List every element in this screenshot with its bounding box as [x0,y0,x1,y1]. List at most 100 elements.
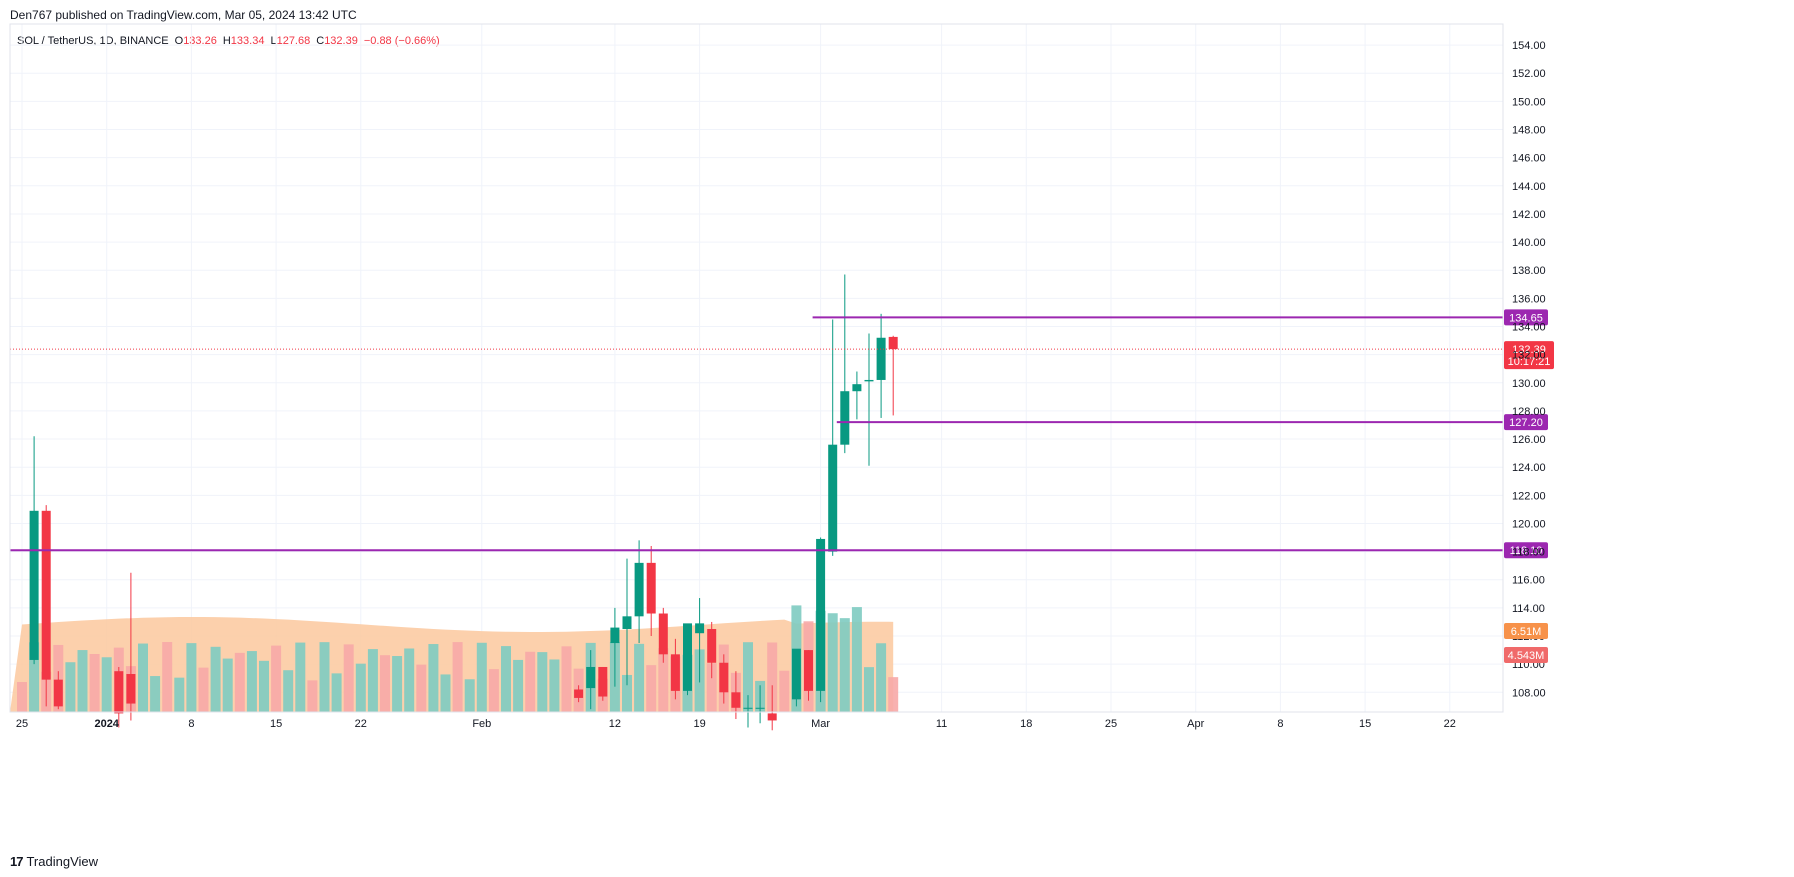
volume-bar [77,650,88,712]
volume-bar [89,654,100,712]
volume-last-tag-bg [1504,647,1548,663]
candle-body [791,648,801,700]
volume-bar [658,648,669,712]
x-tick-label: 19 [693,718,705,730]
last-price-tag [1504,341,1554,370]
level-label-bg [1504,542,1548,559]
volume-bar [259,660,269,712]
candle-body [53,679,63,707]
legend-high: 133.34 [230,35,265,47]
x-tick-label: 18 [1020,718,1032,730]
footer: 17 TradingView [10,852,98,870]
y-tick-label: 146.00 [1512,153,1546,165]
volume-bar [767,642,778,712]
volume-bar [29,642,40,712]
candle-body [695,623,705,634]
legend-low-label: L [270,35,277,47]
y-tick-label: 116.00 [1512,575,1545,587]
volume-bar [186,643,197,712]
volume-bar [440,674,451,712]
y-tick-label: 134.00 [1512,321,1546,333]
x-tick-label: 22 [1444,718,1456,730]
level-label: 127.20 [1509,417,1543,429]
x-tick-label: 8 [188,718,194,730]
grid-lines [10,24,1503,712]
candle-body [586,666,596,689]
y-tick-label: 144.00 [1512,181,1546,193]
candle-body [658,613,668,655]
x-tick-label: 2024 [94,718,119,730]
volume-bar [283,670,294,712]
volume-bar [307,680,318,712]
volume-ma-tag-bg [1504,623,1548,639]
candle-body [610,627,620,644]
candle-body [864,379,874,382]
volume-bar [464,679,475,712]
volume-bar [319,642,330,712]
volume-bar [561,646,572,712]
candle-body [683,623,692,691]
candle-body [828,444,838,552]
last-price-label: 132.39 [1512,344,1546,356]
candle-body [876,337,886,380]
y-tick-label: 142.00 [1512,209,1546,221]
tradingview-logo-icon: 17 [10,853,24,869]
y-tick-label: 150.00 [1512,96,1546,108]
volume-last-tag: 4.543M [1508,650,1545,662]
candle-body [646,562,656,614]
y-tick-label: 108.00 [1512,687,1546,699]
y-tick-label: 132.00 [1512,350,1546,362]
footer-brand: TradingView [26,853,99,869]
volume-bar [488,669,499,712]
candle-body [126,674,136,704]
level-label-bg [1504,414,1548,431]
candle-body [634,562,644,617]
x-tick-label: 22 [355,718,367,730]
candle-body [114,671,124,714]
volume-bar [404,648,415,712]
volume-bar [295,642,306,712]
publisher-line: Den767 published on TradingView.com, Mar… [10,8,357,22]
level-label: 134.65 [1509,312,1543,324]
y-tick-label: 154.00 [1512,40,1546,52]
candles [29,274,898,731]
candle-body [574,689,584,698]
candle-body [852,384,862,392]
volume-bar [779,670,790,712]
volume-bar [380,655,390,712]
volume-bar [343,644,354,712]
x-tick-label: 15 [1359,718,1371,730]
volume-bar [428,644,439,712]
x-tick-label: 15 [270,718,282,730]
candle-body [767,713,777,721]
level-label: 118.10 [1510,545,1543,557]
volume-bar [851,607,862,712]
y-tick-label: 140.00 [1512,237,1546,249]
volume-bar [210,646,221,712]
volume-bar [271,645,282,712]
volume-bar [634,643,645,712]
level-label-bg [1504,309,1548,326]
legend-symbol[interactable]: SOL / TetherUS, 1D, BINANCE [17,35,169,47]
y-tick-label: 124.00 [1512,462,1546,474]
volume-bar [876,643,887,712]
volume-bar [706,663,717,712]
volume-bar [246,651,257,712]
volume-bar [476,642,487,712]
x-tick-label: 12 [609,718,621,730]
candle-body [707,628,717,663]
candle-body [816,538,826,691]
x-tick-label: 11 [936,718,947,730]
x-tick-label: 25 [16,718,28,730]
candle-body [598,666,608,697]
volume-bar [743,642,753,712]
volume-bar [452,642,463,712]
candle-body [622,616,632,629]
x-tick-label: 25 [1105,718,1117,730]
candle-body [755,707,765,709]
volume-bar [65,662,76,712]
x-tick-label: Mar [811,718,830,730]
legend-close-label: C [316,35,325,47]
volume-bar [150,676,161,712]
